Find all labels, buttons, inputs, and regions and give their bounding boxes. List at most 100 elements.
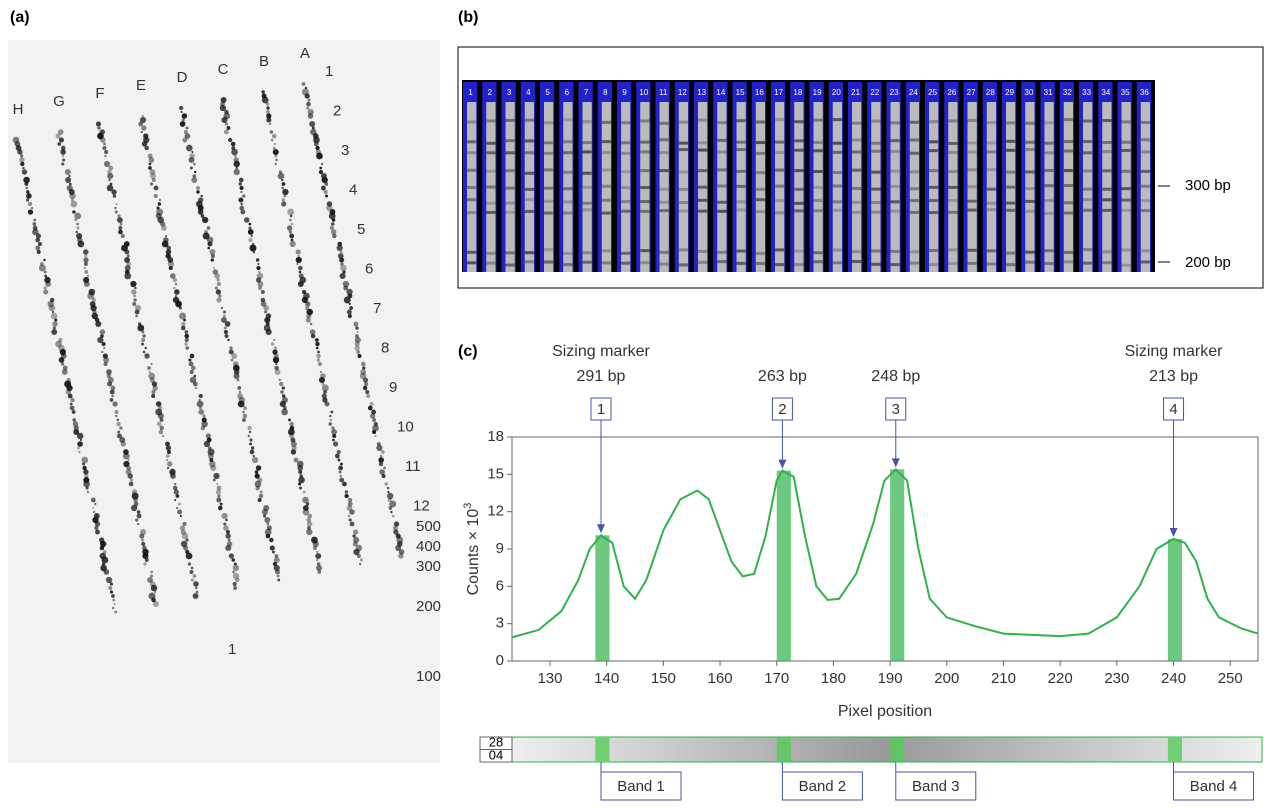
x-tick-label: 150 [651, 670, 676, 687]
gel-spot [224, 321, 231, 327]
lane-gel [582, 102, 592, 272]
gel-spot [326, 201, 333, 207]
gel-spot [332, 438, 335, 442]
gel-spot [207, 448, 215, 456]
gel-band [813, 140, 823, 144]
gel-spot [340, 462, 343, 466]
gel-spot [198, 393, 203, 399]
gel-spot [136, 513, 142, 519]
gel-spot [344, 493, 349, 499]
gel-spot [223, 522, 227, 526]
gel-spot [109, 182, 113, 186]
gel-spot [112, 598, 116, 602]
gel-spot [19, 157, 25, 163]
gel-spot [289, 433, 295, 439]
lane-number: 35 [1121, 88, 1130, 97]
gel-spot [192, 174, 197, 178]
peak-number: 4 [1169, 401, 1177, 418]
gel-band [890, 121, 900, 125]
marker-label: 200 bp [1185, 254, 1231, 271]
gel-spot [54, 318, 58, 322]
gel-band [813, 199, 823, 203]
gel-band [640, 119, 650, 123]
gel-spot [135, 314, 138, 318]
gel-spot [187, 562, 192, 566]
gel-spot [113, 602, 116, 606]
gel-band [736, 184, 746, 188]
gel-band [1140, 138, 1150, 142]
gel-band [563, 200, 573, 204]
gel-spot [200, 425, 206, 431]
gel-band [1063, 184, 1073, 188]
row-number: 7 [373, 300, 381, 317]
gel-spot [216, 297, 222, 303]
gel-spot [151, 393, 156, 399]
gel-band [755, 171, 765, 175]
gel-spot [320, 185, 326, 191]
gel-spot [168, 265, 173, 271]
row-number: 9 [389, 379, 397, 396]
gel-spot [118, 225, 123, 231]
gel-spot [298, 265, 303, 271]
gel-band [929, 263, 939, 267]
gel-spot [37, 242, 42, 246]
gel-spot [270, 138, 274, 142]
gel-band [1063, 211, 1073, 215]
gel-spot [104, 149, 109, 155]
gel-spot [338, 470, 342, 474]
gel-band [1025, 199, 1035, 203]
gel-spot [147, 153, 153, 159]
gel-band [852, 150, 862, 154]
gel-spot [17, 149, 23, 155]
gel-spot [148, 370, 151, 374]
gel-spot [219, 104, 227, 112]
gel-band [1083, 198, 1093, 202]
gel-spot [209, 460, 216, 468]
gel-spot [102, 550, 107, 554]
gel-spot [278, 378, 281, 382]
gel-spot [122, 452, 130, 460]
gel-spot [158, 198, 162, 202]
gel-spot [173, 286, 176, 290]
gel-spot [302, 508, 310, 516]
gel-spot [222, 314, 226, 318]
gel-spot [167, 257, 174, 263]
gel-spot [390, 510, 393, 514]
gel-band [601, 168, 611, 172]
gel-spot [225, 530, 230, 534]
gel-spot [279, 400, 286, 408]
lane-number: 11 [659, 88, 668, 97]
lane-number: 2 [488, 88, 493, 97]
gel-spot [20, 154, 24, 158]
gel-spot [392, 525, 398, 531]
gel-spot [43, 270, 47, 274]
gel-spot [266, 117, 272, 123]
gel-spot [189, 353, 195, 359]
gel-spot [340, 264, 347, 272]
gel-band [467, 261, 477, 265]
gel-spot [129, 478, 134, 482]
gel-spot [108, 178, 111, 182]
gel-spot [110, 385, 116, 391]
gel-spot [264, 310, 268, 314]
gel-band [659, 151, 669, 155]
gel-band [909, 138, 919, 142]
peak-caption: Sizing marker [1125, 343, 1223, 360]
gel-spot [153, 590, 157, 594]
gel-spot [356, 554, 361, 558]
gel-band [736, 140, 746, 144]
gel-band [1025, 121, 1035, 125]
gel-band [736, 249, 746, 253]
gel-band [486, 151, 496, 155]
gel-spot [302, 490, 306, 494]
gel-band [736, 200, 746, 204]
gel-spot [349, 306, 353, 310]
gel-band [909, 170, 919, 174]
gel-spot [337, 253, 344, 259]
gel-band [794, 148, 804, 152]
gel-band [1063, 140, 1073, 144]
gel-band [1044, 169, 1054, 173]
gel-spot [228, 137, 233, 143]
gel-band [929, 149, 939, 153]
gel-spot [190, 566, 194, 570]
